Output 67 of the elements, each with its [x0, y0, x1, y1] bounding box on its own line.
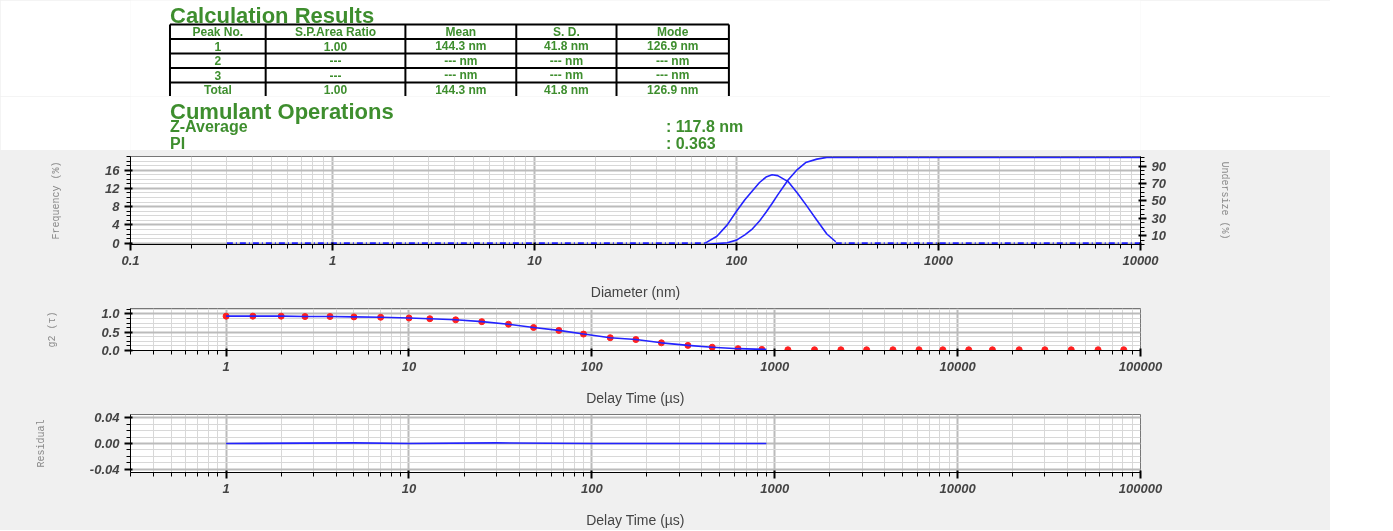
x-tick-label: 100 [725, 252, 749, 268]
y-tick-label: 0 [112, 235, 121, 251]
x-axis-title: Delay Time (µs) [586, 389, 685, 406]
y-tick-label: 0.0 [101, 343, 121, 358]
text: 41.8 nm [544, 39, 589, 54]
x-tick-label: 10000 [1122, 252, 1160, 268]
text: PI [169, 135, 186, 152]
text: 1 [214, 39, 222, 54]
y-tick-label: 16 [105, 162, 121, 178]
y-tick-label: 0.5 [101, 324, 121, 340]
x-tick-label: 1 [222, 358, 230, 374]
y-tick-label: 12 [105, 180, 121, 196]
text: Mean [445, 24, 477, 39]
x-axis-title: Delay Time (µs) [586, 511, 685, 528]
x-tick-label: 100 [581, 358, 604, 374]
text: --- nm [444, 68, 478, 83]
x-tick-label: 10000 [939, 480, 977, 496]
text: Mode [657, 24, 689, 39]
y2-tick-label: 70 [1151, 176, 1167, 192]
text: : 117.8 nm [665, 118, 744, 135]
text: Total [203, 82, 232, 97]
x-tick-label: 1 [222, 480, 230, 496]
x-tick-label: 10000 [939, 358, 977, 374]
x-tick-label: 1000 [760, 480, 790, 496]
text: 126.9 nm [647, 39, 699, 54]
text: 144.3 nm [435, 39, 487, 54]
y-tick-label: 1.0 [101, 306, 121, 322]
x-axis-title: Diameter (nm) [590, 283, 681, 300]
y-axis-title: g2 (τ) [47, 311, 59, 348]
text: 126.9 nm [647, 82, 699, 97]
y-tick-label: 0.04 [94, 410, 121, 426]
y2-tick-label: 30 [1151, 210, 1167, 226]
x-tick-label: 100000 [1118, 358, 1163, 374]
text: --- [329, 68, 342, 83]
text: 1.00 [323, 83, 348, 98]
y-tick-label: 4 [111, 217, 121, 233]
y2-tick-label: 50 [1151, 193, 1167, 209]
text: 41.8 nm [544, 82, 589, 97]
y-axis-title: Frequency (%) [51, 161, 63, 240]
x-tick-label: 1 [328, 252, 337, 268]
text: 144.3 nm [435, 82, 487, 97]
y-tick-label: 0.00 [94, 436, 121, 451]
text: 1.00 [323, 39, 348, 54]
text: --- nm [549, 68, 584, 83]
y-tick-label: -0.04 [89, 461, 121, 477]
x-tick-label: 10 [527, 252, 543, 268]
text: 2 [214, 54, 222, 69]
x-tick-label: 100 [581, 480, 604, 496]
x-tick-label: 0.1 [121, 252, 140, 268]
y2-tick-label: 10 [1151, 228, 1167, 244]
y-tick-label: 8 [112, 199, 121, 215]
y-axis-title: Residual [35, 419, 47, 468]
y2-axis-title: Undersize (%) [1218, 161, 1230, 240]
text: : 0.363 [665, 135, 716, 152]
x-tick-label: 100000 [1118, 480, 1163, 496]
text: 3 [214, 68, 222, 83]
text: S. D. [553, 24, 580, 39]
text: --- nm [549, 53, 584, 68]
text: --- [329, 54, 342, 69]
x-tick-label: 1000 [924, 252, 954, 268]
x-tick-label: 10 [401, 358, 417, 374]
y2-tick-label: 90 [1151, 158, 1167, 174]
text: --- nm [656, 53, 690, 68]
text: --- nm [656, 68, 690, 83]
x-tick-label: 1000 [760, 358, 790, 374]
text: --- nm [444, 53, 478, 68]
x-tick-label: 10 [401, 480, 417, 496]
